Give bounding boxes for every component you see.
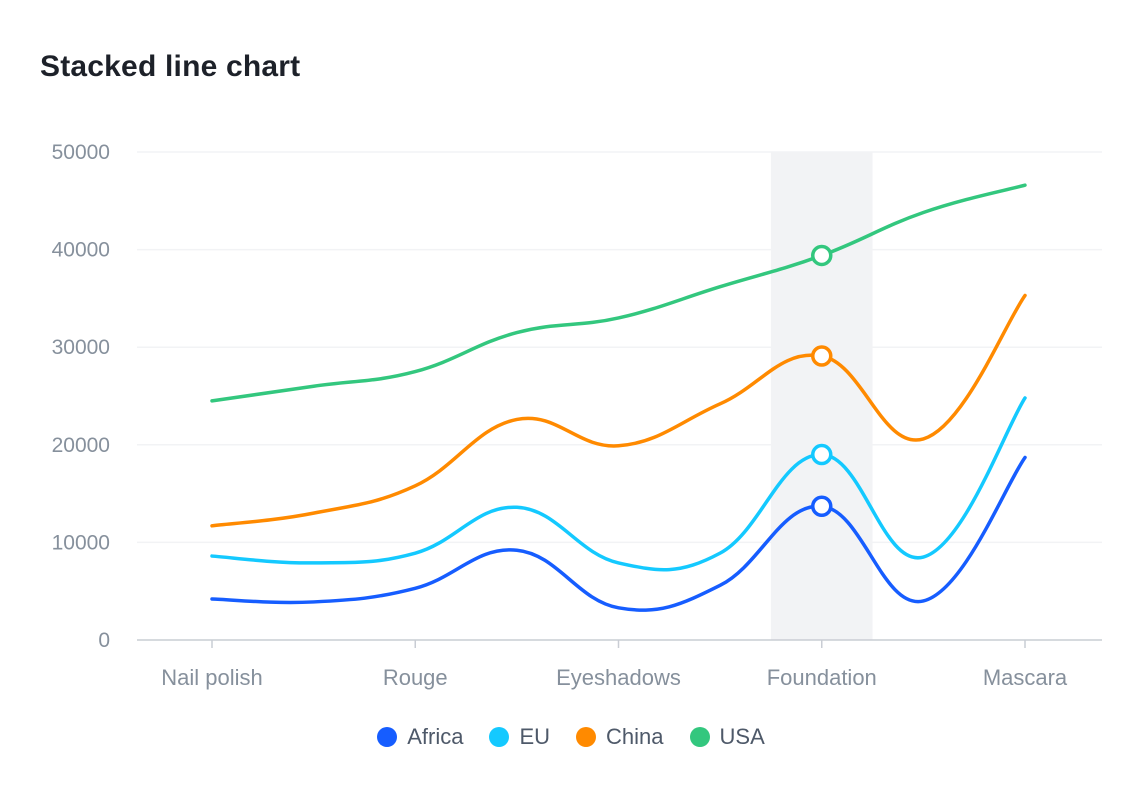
legend-item-china[interactable]: China <box>576 724 664 750</box>
series-line-eu[interactable] <box>210 396 1027 572</box>
chart-title: Stacked line chart <box>40 50 301 83</box>
legend-item-eu[interactable]: EU <box>489 724 550 750</box>
y-axis: 0 10000 20000 30000 40000 50000 <box>52 141 110 652</box>
x-tick-label: Mascara <box>983 665 1068 690</box>
x-axis: Nail polish Rouge Eyeshadows Foundation Masc… <box>137 639 1102 690</box>
hover-markers <box>811 244 833 518</box>
series-lines <box>210 183 1027 612</box>
marker-eu[interactable] <box>811 443 833 466</box>
x-tick-label: Nail polish <box>161 665 263 690</box>
marker-china[interactable] <box>811 345 833 367</box>
legend-label: EU <box>519 724 551 749</box>
legend-dot-icon <box>377 727 398 747</box>
legend-label: Africa <box>407 724 464 749</box>
x-tick-label: Foundation <box>767 665 877 690</box>
legend-dot-icon <box>489 727 510 747</box>
legend-label: China <box>606 724 664 749</box>
series-line-china[interactable] <box>210 293 1027 528</box>
x-tick-label: Rouge <box>383 665 448 690</box>
marker-africa[interactable] <box>811 495 833 518</box>
legend-item-usa[interactable]: USA <box>689 724 765 750</box>
legend-label: USA <box>719 724 765 749</box>
y-tick-label: 50000 <box>52 141 110 164</box>
marker-usa[interactable] <box>811 244 833 267</box>
grid-lines <box>137 151 1102 544</box>
y-tick-label: 0 <box>98 629 110 652</box>
legend-item-africa[interactable]: Africa <box>377 724 463 750</box>
series-line-africa[interactable] <box>210 455 1027 612</box>
y-tick-label: 30000 <box>52 336 110 359</box>
y-tick-label: 10000 <box>52 531 110 554</box>
x-tick-label: Eyeshadows <box>556 665 681 690</box>
legend-dot-icon <box>689 727 710 747</box>
legend-dot-icon <box>576 727 597 747</box>
y-tick-label: 40000 <box>52 239 110 262</box>
series-line-usa[interactable] <box>210 183 1027 403</box>
legend: Africa EU China USA <box>0 724 1142 750</box>
y-tick-label: 20000 <box>52 434 110 457</box>
highlight-band <box>770 152 873 640</box>
